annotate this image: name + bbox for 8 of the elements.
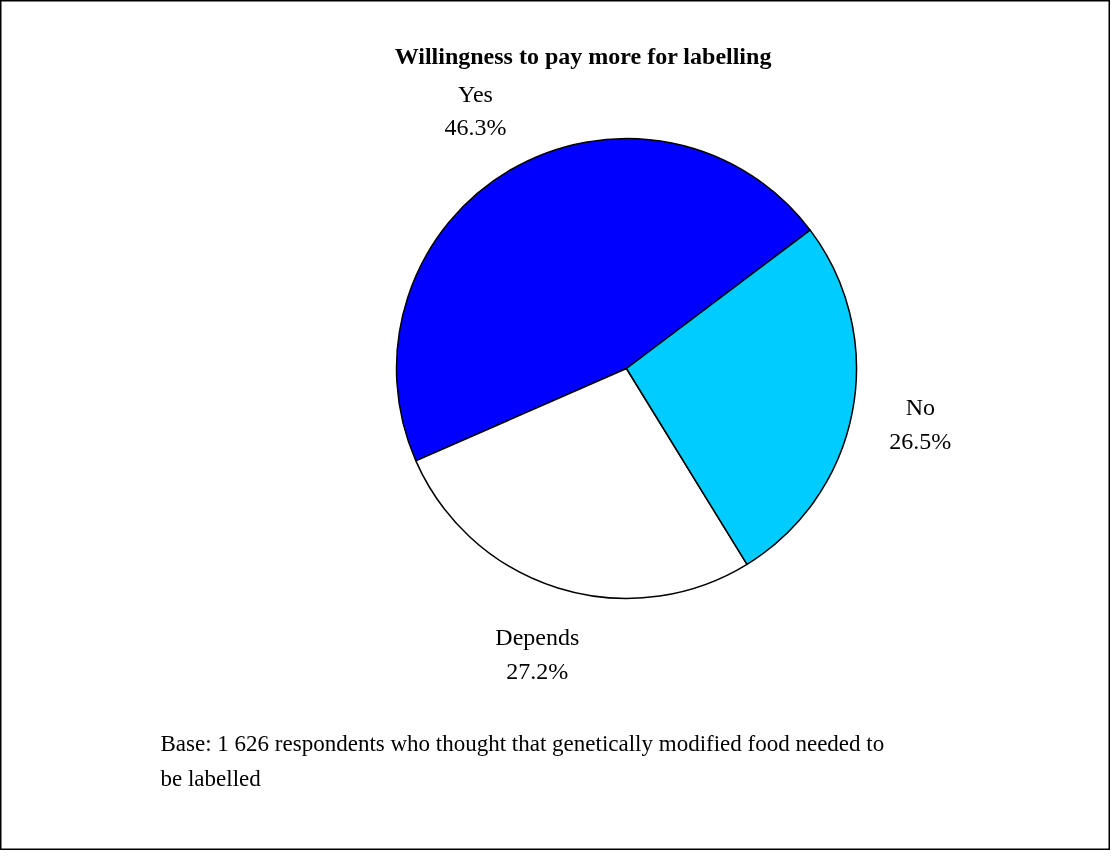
slice-label: No xyxy=(905,394,935,421)
chart-title: Willingness to pay more for labelling xyxy=(394,42,772,69)
slice-label: Yes xyxy=(458,80,493,107)
data-label: 26.5% xyxy=(889,427,952,454)
slice-label: Depends xyxy=(495,623,580,650)
data-label: 46.3% xyxy=(444,114,507,141)
text: Base: 1 626 respondents who thought that genetically modified food needed to be labelled xyxy=(160,730,885,791)
data-label: 27.2% xyxy=(506,657,569,684)
